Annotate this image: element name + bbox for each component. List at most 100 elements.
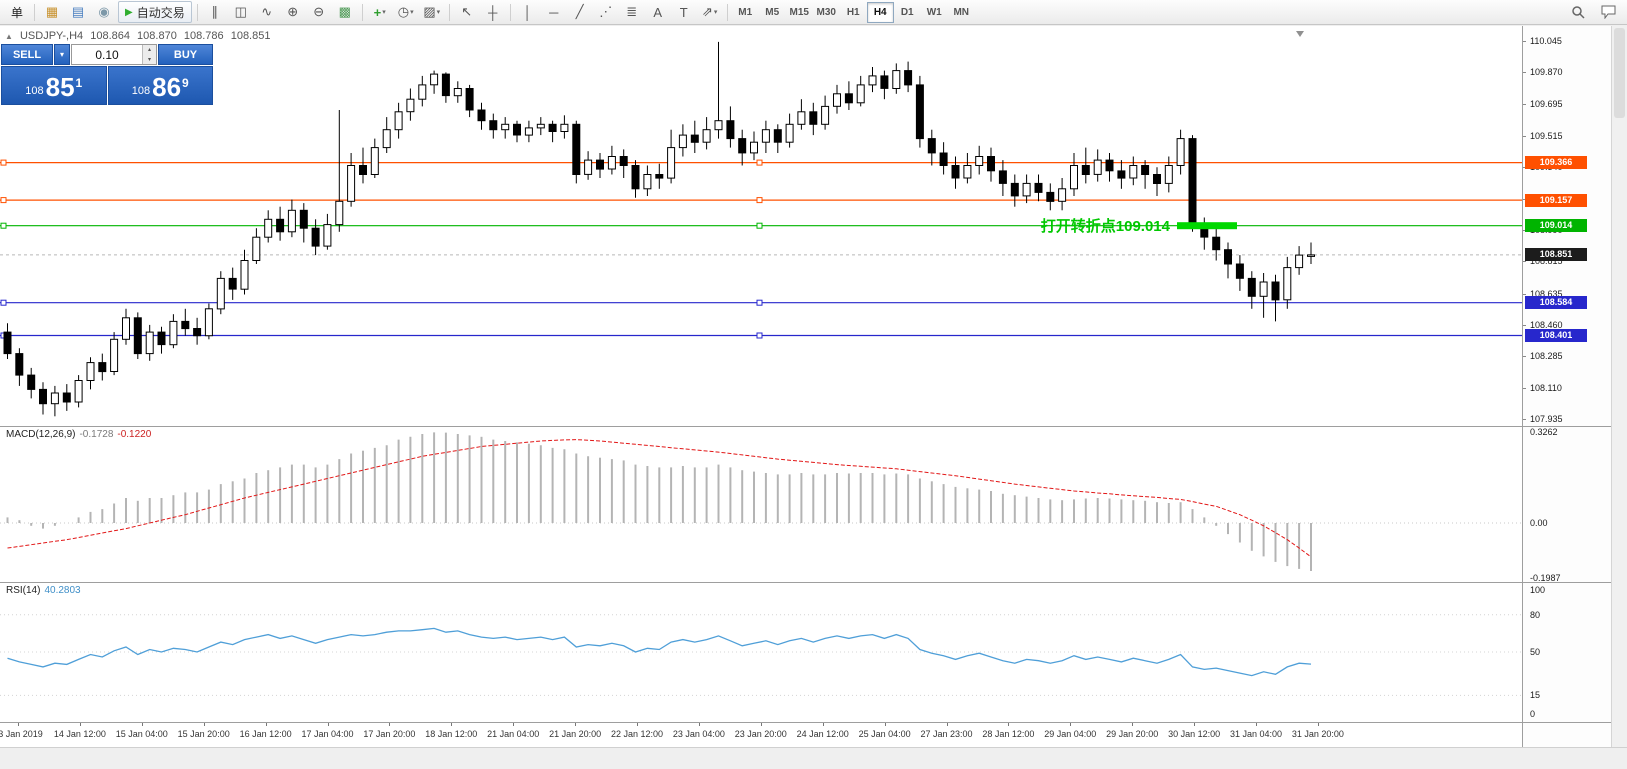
lot-size-input[interactable]: 0.10 ▴ ▾ — [71, 44, 157, 65]
profiles-icon[interactable]: ▤ — [71, 4, 85, 19]
panel-separator[interactable] — [0, 426, 1611, 427]
sell-button[interactable]: SELL — [1, 44, 53, 65]
line-price-badge: 109.157 — [1525, 193, 1587, 207]
rsi-axis-label: 0 — [1530, 709, 1536, 719]
cursor-icon[interactable]: ↖ — [461, 4, 473, 19]
macd-value-main: -0.1728 — [79, 429, 114, 440]
horizontal-line[interactable] — [0, 299, 1522, 306]
zoom-in-icon[interactable]: ⊕ — [287, 4, 299, 19]
time-axis-label: 25 Jan 04:00 — [858, 729, 911, 739]
horizontal-line-tool[interactable]: ─ — [549, 4, 559, 20]
help-icon[interactable]: ◉ — [98, 4, 110, 19]
bid-price[interactable]: 108 85 1 — [1, 66, 107, 105]
panel-separator[interactable] — [0, 582, 1611, 583]
time-tick — [637, 722, 638, 726]
line-price-badge: 108.584 — [1525, 296, 1587, 310]
rsi-indicator-label: RSI(14) 40.2803 — [6, 585, 81, 596]
axis-tick — [1523, 324, 1526, 326]
arrows-tool[interactable]: ⇗ ▾ — [698, 2, 722, 22]
chart-title: USDJPY-,H4 — [19, 30, 84, 42]
bar-chart-type-icon[interactable]: ∥ — [211, 4, 218, 19]
timeframe-h4[interactable]: H4 — [866, 1, 894, 23]
time-axis-label: 30 Jan 12:00 — [1168, 729, 1221, 739]
horizontal-line[interactable] — [0, 332, 1522, 339]
orders-button[interactable]: 单 — [10, 5, 23, 20]
arrow-icon: ⇗ — [702, 4, 713, 19]
timeframe-mn[interactable]: MN — [953, 6, 969, 18]
price-axis-label: 109.870 — [1530, 67, 1563, 78]
chat-icon[interactable] — [1596, 2, 1620, 22]
time-axis-label: 27 Jan 23:00 — [920, 729, 973, 739]
timeframe-h1[interactable]: H1 — [846, 6, 860, 18]
time-axis-label: 17 Jan 20:00 — [363, 729, 416, 739]
indicators-button[interactable]: + ▾ — [368, 2, 392, 22]
indicators-plus-icon: + — [373, 4, 382, 20]
label-tool[interactable]: T — [679, 4, 688, 20]
horizontal-line[interactable] — [0, 159, 1522, 166]
breakout-marker[interactable] — [1177, 222, 1237, 230]
tile-windows-icon[interactable]: ▩ — [338, 4, 351, 19]
bid-big-digits: 85 — [45, 72, 75, 102]
lot-stepper[interactable]: ▴ ▾ — [142, 45, 156, 64]
macd-value-signal: -0.1220 — [117, 429, 152, 440]
order-type-dropdown[interactable]: ▾ — [54, 44, 70, 65]
bid-prefix: 108 — [25, 85, 44, 97]
buy-button[interactable]: BUY — [158, 44, 213, 65]
vertical-line-tool[interactable]: │ — [523, 4, 532, 20]
rsi-axis-label: 15 — [1530, 690, 1541, 701]
price-axis[interactable]: 110.045109.870109.695109.515109.340109.1… — [1523, 26, 1611, 747]
time-axis-label: 28 Jan 12:00 — [982, 729, 1035, 739]
time-axis[interactable]: 13 Jan 2019 14 Jan 12:00 15 Jan 04:00 15 Ja… — [0, 722, 1522, 747]
axis-tick — [1523, 293, 1526, 295]
timeframe-m30[interactable]: M30 — [816, 6, 836, 18]
time-axis-label: 23 Jan 04:00 — [672, 729, 725, 739]
timeframe-m1[interactable]: M1 — [738, 6, 753, 18]
horizontal-line[interactable] — [0, 222, 1522, 229]
macd-signal-line — [7, 439, 1312, 558]
line-chart-type-icon[interactable]: ∿ — [261, 4, 273, 19]
templates-button[interactable]: ▨ ▾ — [420, 2, 444, 22]
fibonacci-tool[interactable]: ≣ — [626, 4, 638, 19]
candlestick-type-icon[interactable]: ◫ — [234, 4, 247, 19]
stepper-up-icon[interactable]: ▴ — [143, 45, 156, 55]
timeframe-m15[interactable]: M15 — [789, 6, 809, 18]
ask-price[interactable]: 108 86 9 — [107, 66, 213, 105]
price-axis-label: 109.695 — [1530, 98, 1563, 109]
timeframe-m5[interactable]: M5 — [765, 6, 780, 18]
time-axis-label: 29 Jan 04:00 — [1044, 729, 1097, 739]
axis-tick — [1523, 41, 1526, 42]
crosshair-icon[interactable]: ┼ — [488, 4, 498, 20]
price-axis-label: 108.110 — [1530, 382, 1562, 393]
time-tick — [575, 722, 577, 726]
main-price-chart[interactable] — [0, 26, 1522, 426]
dropdown-icon: ▾ — [382, 9, 386, 16]
new-chart-icon[interactable]: ▦ — [45, 4, 59, 19]
price-axis-label: 108.285 — [1530, 351, 1563, 362]
symbol-arrow-icon: ▲ — [5, 32, 13, 41]
search-icon[interactable] — [1566, 2, 1590, 22]
time-axis-label: 17 Jan 04:00 — [301, 729, 354, 739]
line-price-badge: 108.401 — [1525, 329, 1587, 342]
ask-pip-digit: 9 — [182, 76, 189, 90]
periods-button[interactable]: ◷ ▾ — [394, 2, 418, 22]
timeframe-d1[interactable]: D1 — [900, 6, 914, 18]
stepper-down-icon[interactable]: ▾ — [143, 54, 156, 64]
time-tick — [946, 722, 948, 726]
horizontal-scrollbar[interactable] — [0, 747, 1627, 769]
rsi-indicator-panel[interactable] — [0, 582, 1522, 722]
time-tick — [79, 722, 81, 726]
vertical-scrollbar[interactable] — [1611, 26, 1627, 747]
scrollbar-thumb[interactable] — [1614, 28, 1625, 118]
rsi-line — [7, 627, 1312, 677]
dropdown-icon: ▾ — [436, 9, 441, 16]
trendline-tool[interactable]: ╱ — [575, 4, 584, 19]
zoom-out-icon[interactable]: ⊖ — [313, 4, 325, 19]
macd-indicator-panel[interactable] — [0, 426, 1522, 582]
autotrading-button[interactable]: ▶ 自动交易 — [118, 1, 192, 23]
text-tool[interactable]: A — [653, 4, 663, 20]
macd-name: MACD(12,26,9) — [6, 429, 76, 440]
timeframe-w1[interactable]: W1 — [926, 6, 942, 18]
bid-pip-digit: 1 — [75, 76, 83, 90]
horizontal-line[interactable] — [0, 197, 1522, 204]
channel-tool[interactable]: ⋰ — [599, 4, 613, 19]
